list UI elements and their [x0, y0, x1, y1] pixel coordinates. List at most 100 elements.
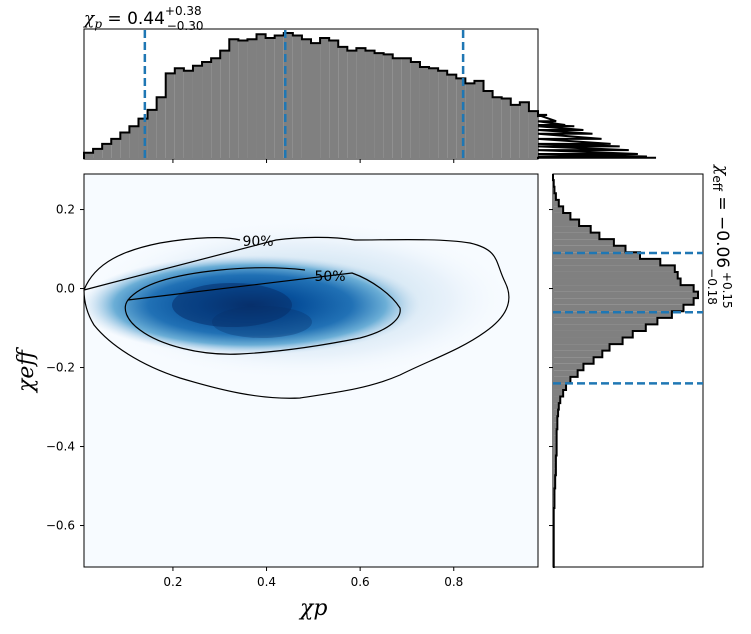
histogram-bar	[220, 50, 230, 159]
histogram-bar	[292, 35, 302, 159]
histogram-bar	[138, 118, 148, 159]
histogram-bar	[553, 239, 614, 246]
histogram-bar	[553, 435, 557, 443]
histogram-bar	[553, 350, 603, 358]
histogram-bar	[202, 61, 212, 160]
marginal-y-ticks	[549, 209, 553, 527]
histogram-bar	[553, 416, 558, 423]
histogram-bar	[553, 481, 556, 489]
histogram-bar	[553, 212, 571, 220]
histogram-bar	[553, 462, 556, 469]
histogram-bar	[165, 73, 175, 159]
histogram-outline	[552, 174, 699, 568]
histogram-bar	[553, 344, 610, 351]
histogram-bar	[338, 46, 348, 159]
contour-label-90: 90%	[242, 234, 273, 250]
histogram-bar	[553, 285, 694, 292]
histogram-bar	[438, 70, 448, 159]
histogram-outline	[83, 32, 657, 159]
histogram-bar	[347, 50, 357, 159]
histogram-bar	[553, 278, 681, 286]
y-tick-label: 0.2	[56, 203, 75, 217]
marginal-x-histogram	[83, 32, 657, 160]
histogram-bar	[553, 455, 556, 463]
histogram-bar	[553, 271, 678, 279]
marginal-x-title: χp = 0.44+0.38 −0.30	[83, 4, 203, 33]
histogram-bar	[320, 38, 330, 159]
marginal-y-title: χeff = −0.06−0.18+0.15	[705, 164, 734, 309]
histogram-bar	[374, 53, 384, 159]
marginal-x-ticks	[172, 159, 455, 163]
marginal-x-quantile-lines	[143, 30, 465, 159]
histogram-bar	[147, 109, 157, 159]
histogram-bar	[111, 138, 121, 159]
histogram-bar	[311, 43, 321, 159]
histogram-bar	[392, 58, 402, 160]
y-tick-label: −0.6	[46, 519, 75, 533]
histogram-bar	[301, 39, 311, 159]
x-axis-title: χp	[298, 596, 327, 621]
histogram-bar	[329, 40, 339, 160]
histogram-bar	[238, 40, 248, 160]
histogram-bar	[229, 39, 239, 159]
histogram-bar	[553, 396, 561, 404]
contour-label-50: 50%	[314, 269, 345, 285]
histogram-bar	[553, 258, 661, 266]
histogram-bar	[553, 232, 600, 240]
histogram-bar	[156, 97, 166, 159]
x-tick-label: 0.4	[257, 575, 276, 589]
y-tick-label: −0.2	[46, 361, 75, 375]
marginal-y-panel: χeff = −0.06−0.18+0.15	[549, 164, 734, 568]
histogram-bar	[553, 245, 626, 253]
histogram-bar	[553, 199, 559, 207]
histogram-bar	[553, 429, 557, 436]
y-axis-title: χeff	[14, 347, 39, 394]
histogram-bar	[553, 370, 578, 377]
histogram-bar	[553, 206, 564, 213]
y-tick-label: −0.4	[46, 440, 75, 454]
histogram-bar	[129, 126, 139, 159]
histogram-bar	[553, 422, 558, 430]
histogram-bar	[429, 68, 439, 159]
histogram-bar	[183, 70, 193, 159]
histogram-bar	[553, 376, 571, 384]
histogram-bar	[553, 383, 567, 390]
histogram-bar	[492, 97, 502, 159]
histogram-bar	[553, 403, 559, 410]
histogram-bar	[553, 330, 633, 338]
histogram-bar	[553, 298, 694, 305]
histogram-bar	[510, 104, 520, 159]
histogram-bar	[93, 148, 103, 159]
histogram-bar	[383, 54, 393, 159]
marginal-y-quantile-lines	[553, 251, 703, 385]
histogram-bar	[401, 58, 411, 160]
x-tick-label: 0.2	[163, 575, 182, 589]
histogram-bar	[474, 80, 484, 159]
histogram-bar	[553, 291, 698, 299]
histogram-bar	[483, 90, 493, 159]
histogram-bar	[410, 61, 420, 160]
histogram-bar	[553, 409, 559, 417]
histogram-bar	[419, 67, 430, 159]
histogram-bar	[192, 65, 203, 159]
histogram-bar	[265, 38, 275, 159]
y-tick-label: 0.0	[56, 282, 75, 296]
histogram-bar	[356, 48, 366, 160]
histogram-bar	[211, 58, 221, 160]
histogram-bar	[247, 39, 257, 159]
histogram-bar	[553, 475, 556, 482]
density-secondary-peak	[212, 306, 312, 338]
x-tick-label: 0.8	[444, 575, 463, 589]
histogram-bar	[447, 74, 457, 159]
joint-frame	[83, 173, 539, 568]
histogram-bar	[553, 311, 672, 318]
histogram-bar	[553, 468, 556, 476]
x-tick-label: 0.6	[351, 575, 370, 589]
x-axis-ticks: 0.2 0.4 0.6 0.8	[163, 567, 463, 589]
marginal-x-panel: χp = 0.44+0.38 −0.30	[83, 4, 657, 163]
histogram-bar	[553, 448, 557, 456]
histogram-bar	[174, 68, 184, 159]
histogram-bar	[365, 50, 375, 159]
histogram-bar	[553, 265, 675, 272]
